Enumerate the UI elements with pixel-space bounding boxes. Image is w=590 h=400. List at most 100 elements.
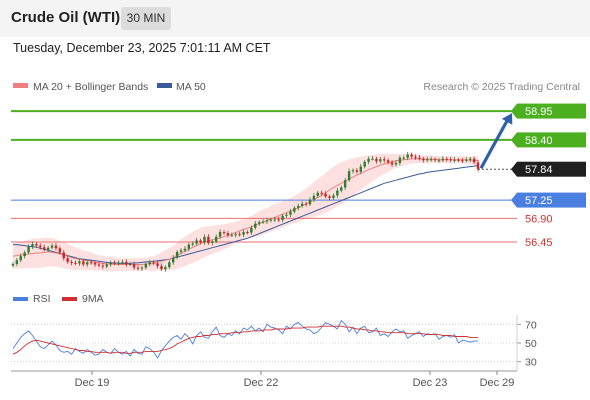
instrument-title: Crude Oil (WTI)	[11, 9, 121, 26]
candle-body	[207, 236, 210, 244]
candle-body	[433, 159, 437, 161]
candle-body	[39, 245, 42, 248]
candle-body	[187, 244, 191, 249]
candle-body	[113, 262, 116, 264]
candle-body	[230, 235, 234, 237]
candle-body	[78, 261, 81, 264]
level-label-57.84: 57.84	[525, 164, 553, 176]
candle-body	[320, 192, 323, 194]
candle-body	[46, 247, 50, 250]
candle-body	[23, 252, 26, 257]
candle-body	[128, 263, 132, 265]
candle-body	[156, 263, 159, 267]
candle-body	[164, 267, 167, 270]
legend-rsi-swatch	[13, 297, 28, 301]
candle-body	[418, 157, 421, 159]
candle-body	[293, 207, 296, 212]
level-lines	[11, 110, 517, 243]
candle-body	[101, 265, 105, 267]
level-label-58.95: 58.95	[525, 106, 553, 118]
candle-body	[191, 243, 194, 245]
candle-body	[265, 220, 269, 222]
legend-ma20-swatch	[13, 83, 28, 88]
candle-body	[121, 261, 124, 263]
candle-body	[281, 215, 284, 220]
level-label-tip-pivot	[511, 192, 517, 208]
candle-body	[82, 261, 85, 265]
candle-body	[66, 258, 69, 262]
candle-body	[367, 158, 370, 162]
candle-body	[136, 267, 140, 269]
ma20-line	[12, 158, 479, 265]
candle-body	[125, 261, 128, 265]
candle-body	[347, 171, 351, 181]
candle-body	[62, 252, 65, 259]
candle-body	[285, 214, 288, 216]
candle-body	[390, 162, 394, 165]
candle-body	[222, 232, 226, 234]
candle-body	[332, 195, 335, 198]
rsi-panel: 70 50 30	[11, 319, 537, 369]
candle-body	[465, 159, 468, 161]
candle-body	[422, 158, 425, 161]
candle-body	[183, 248, 187, 251]
candle-body	[359, 166, 362, 172]
candle-body	[375, 158, 378, 162]
candle-body	[426, 159, 429, 161]
x-tick-label: Dec 22	[244, 377, 279, 389]
candle-body	[289, 211, 292, 215]
candle-body	[371, 158, 374, 160]
candle-body	[175, 251, 179, 258]
candle-body	[445, 158, 448, 160]
candle-body	[277, 219, 280, 221]
x-axis-ticks: Dec 19 Dec 22 Dec 23 Dec 29	[75, 371, 514, 389]
candle-body	[214, 236, 218, 242]
ma50-line	[13, 165, 479, 264]
candle-body	[218, 232, 222, 237]
candle-body	[144, 263, 148, 268]
candle-body	[406, 154, 409, 158]
candle-body	[117, 262, 120, 264]
candle-body	[50, 245, 54, 248]
legend-ma50-label: MA 50	[176, 81, 206, 93]
candle-body	[328, 196, 331, 198]
candle-body	[273, 219, 277, 221]
candle-body	[363, 161, 366, 167]
candle-body	[195, 240, 198, 244]
candle-body	[199, 240, 202, 243]
candle-body	[336, 190, 339, 196]
bollinger-band-fill	[13, 154, 478, 272]
candle-body	[343, 180, 347, 188]
candle-body	[429, 159, 433, 161]
legend-ma50-swatch	[157, 83, 172, 88]
level-label-57.25: 57.25	[525, 195, 553, 207]
legend-ma20-label: MA 20 + Bollinger Bands	[33, 81, 148, 93]
candle-body	[31, 244, 34, 247]
candle-body	[398, 157, 402, 163]
candle-body	[414, 156, 417, 158]
candle-body	[261, 221, 265, 223]
level-label-tip-resistance	[511, 132, 517, 148]
rsi-tick-label-30: 30	[525, 357, 537, 369]
candle-body	[234, 234, 237, 236]
forecast-arrow	[479, 113, 513, 169]
timeframe-badge[interactable]: 30 MIN	[121, 7, 171, 30]
candle-body	[312, 195, 316, 200]
candlesticks	[11, 151, 480, 272]
candle-body	[441, 158, 445, 161]
x-tick-label: Dec 23	[413, 377, 448, 389]
rsi-line	[12, 319, 478, 359]
candle-body	[297, 205, 300, 208]
level-label-tip-resistance	[511, 103, 517, 119]
candle-body	[211, 241, 214, 244]
candle-body	[340, 187, 343, 191]
candle-body	[168, 262, 171, 268]
candle-body	[35, 244, 38, 246]
candle-body	[11, 263, 15, 266]
level-label-58.40: 58.40	[525, 135, 553, 147]
forecast-arrow-shaft	[479, 118, 510, 169]
candle-body	[70, 261, 73, 263]
candle-body	[250, 227, 253, 233]
level-label-bg-resistance	[517, 132, 586, 148]
